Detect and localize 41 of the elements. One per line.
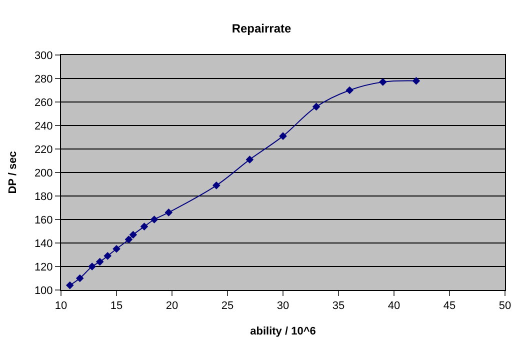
y-tick-label: 220 [34, 144, 53, 156]
point [76, 274, 84, 282]
x-tick-label: 50 [498, 300, 512, 312]
point [346, 86, 354, 94]
point [279, 132, 287, 140]
point [246, 156, 254, 164]
y-tick-label: 300 [34, 50, 53, 62]
chart-title: Repairrate [232, 22, 292, 36]
y-tick-label: 280 [34, 73, 53, 86]
point [212, 182, 220, 190]
x-tick-label: 20 [166, 300, 178, 312]
point [88, 262, 96, 270]
y-tick-label: 140 [34, 238, 53, 250]
x-tick-label: 25 [221, 300, 234, 312]
point [129, 230, 138, 239]
point [412, 76, 420, 85]
point [96, 258, 104, 266]
x-tick-label: 35 [332, 300, 345, 312]
y-tick-label: 120 [34, 261, 53, 274]
point [124, 236, 133, 244]
point [104, 252, 112, 260]
y-tick-label: 160 [34, 214, 53, 226]
y-tick-label: 100 [34, 284, 53, 297]
x-tick-label: 15 [110, 300, 123, 312]
x-axis-title: ability / 10^6 [250, 325, 316, 338]
point [379, 78, 387, 86]
y-axis-title: DP / sec [7, 151, 20, 194]
point [140, 222, 148, 230]
point [312, 102, 320, 111]
x-tick-label: 30 [276, 300, 290, 312]
point [150, 216, 158, 224]
y-tick-label: 180 [34, 190, 53, 203]
point [66, 281, 74, 290]
point [164, 208, 173, 216]
x-tick-label: 40 [388, 300, 400, 312]
x-tick-label: 10 [54, 300, 68, 312]
y-tick-label: 240 [34, 120, 53, 132]
x-tick-label: 45 [443, 300, 456, 312]
point [112, 244, 120, 253]
y-tick-label: 200 [34, 167, 53, 180]
y-tick-label: 260 [34, 96, 53, 109]
